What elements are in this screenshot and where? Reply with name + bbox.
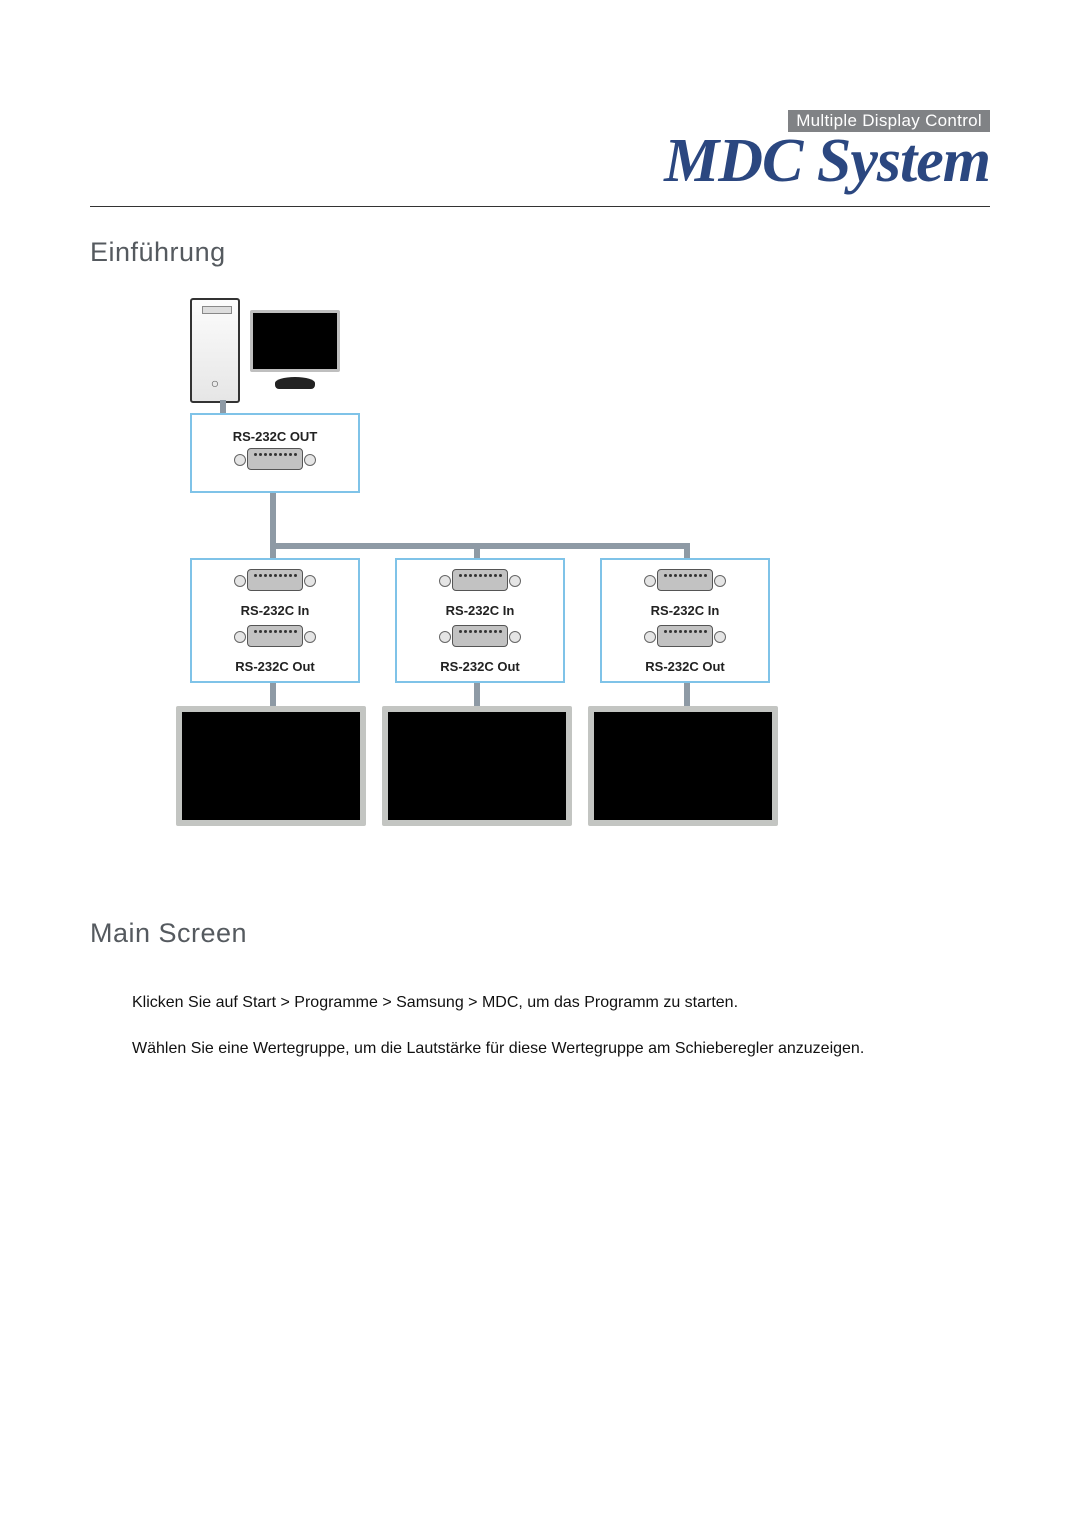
serial-port-icon <box>247 448 303 470</box>
port-label: RS-232C Out <box>397 659 563 674</box>
port-label: RS-232C Out <box>602 659 768 674</box>
logo-block: Multiple Display Control MDC System <box>90 110 990 192</box>
port-label: RS-232C Out <box>192 659 358 674</box>
wire <box>270 543 690 549</box>
main-screen-heading: Main Screen <box>90 918 990 949</box>
serial-port-icon <box>657 625 713 647</box>
port-label: RS-232C OUT <box>192 429 358 444</box>
serial-port-icon <box>247 569 303 591</box>
rs232-out-box: RS-232C OUT <box>190 413 360 493</box>
port-label: RS-232C In <box>397 603 563 618</box>
serial-port-icon <box>452 569 508 591</box>
serial-port-icon <box>657 569 713 591</box>
port-label: RS-232C In <box>602 603 768 618</box>
display-io-box: RS-232C In RS-232C Out <box>600 558 770 683</box>
display-icon <box>176 706 366 826</box>
divider <box>90 206 990 207</box>
pc-tower-icon <box>190 298 240 403</box>
body-paragraph: Wählen Sie eine Wertegruppe, um die Laut… <box>132 1037 990 1061</box>
display-io-box: RS-232C In RS-232C Out <box>395 558 565 683</box>
serial-port-icon <box>452 625 508 647</box>
connection-diagram: RS-232C OUT RS-232C In RS-232C Out RS-23… <box>170 298 990 838</box>
display-icon <box>588 706 778 826</box>
pc-monitor-icon <box>250 310 340 372</box>
logo-title: MDC System <box>90 130 990 192</box>
wire <box>270 493 276 563</box>
display-io-box: RS-232C In RS-232C Out <box>190 558 360 683</box>
serial-port-icon <box>247 625 303 647</box>
port-label: RS-232C In <box>192 603 358 618</box>
body-paragraph: Klicken Sie auf Start > Programme > Sams… <box>132 991 990 1015</box>
display-icon <box>382 706 572 826</box>
intro-heading: Einführung <box>90 237 990 268</box>
